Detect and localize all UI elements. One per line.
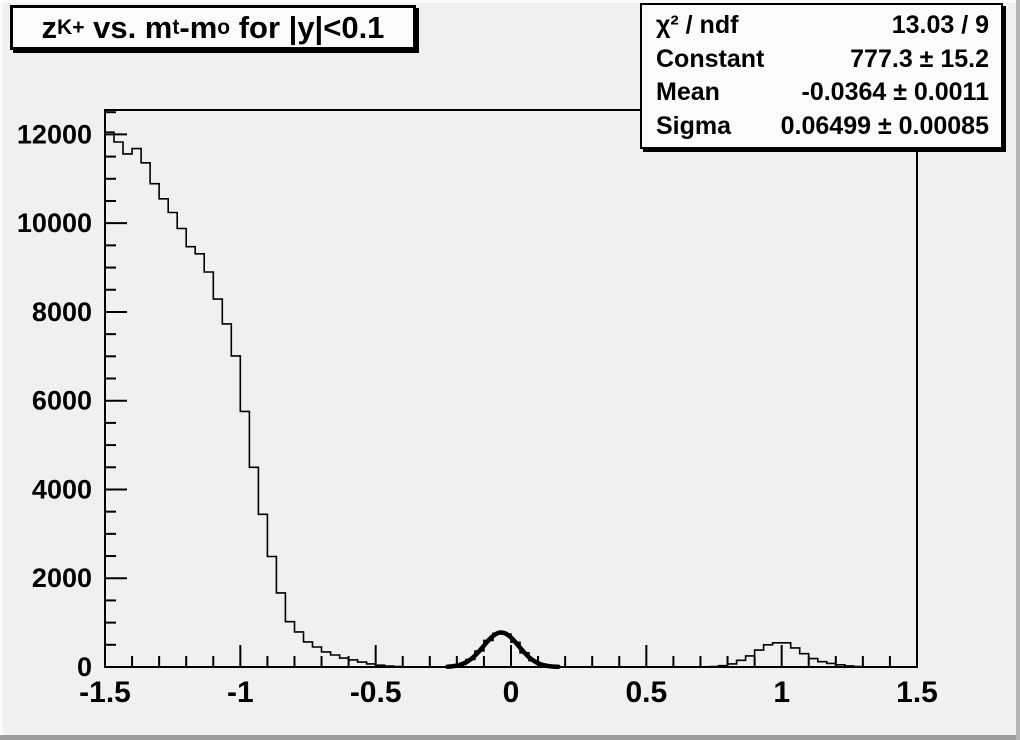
stats-row-value: 13.03 / 9 bbox=[891, 11, 989, 39]
stats-row-label: Sigma bbox=[656, 111, 732, 140]
stats-row: Sigma 0.06499 ± 0.00085 bbox=[642, 111, 1001, 141]
y-axis-tick-label: 8000 bbox=[32, 297, 92, 327]
title-text-part: for |y|<0.1 bbox=[230, 9, 385, 45]
x-axis-tick-label: -1.5 bbox=[79, 676, 131, 709]
fit-curve bbox=[445, 630, 561, 670]
axis-ticks bbox=[104, 111, 918, 668]
x-axis-tick-label: 1.5 bbox=[896, 676, 938, 709]
stats-row-value: -0.0364 ± 0.0011 bbox=[801, 78, 990, 106]
x-axis-tick-label: 0.5 bbox=[625, 676, 667, 709]
stats-row-value: 0.06499 ± 0.00085 bbox=[780, 111, 989, 140]
histogram-line bbox=[104, 131, 917, 668]
y-axis-tick-label: 0 bbox=[77, 652, 92, 682]
canvas-shadow-bottom bbox=[0, 735, 1020, 740]
canvas-highlight-top bbox=[0, 0, 1020, 3]
y-axis-tick-label: 6000 bbox=[32, 386, 92, 416]
plot-frame bbox=[104, 109, 918, 668]
stats-row: Mean -0.0364 ± 0.0011 bbox=[642, 78, 1001, 107]
axis-labels: 0 2000 4000 6000 8000 10000 12000 -1.5 -1 -0.5 0 0.… bbox=[17, 119, 938, 709]
canvas-highlight-left bbox=[0, 0, 3, 740]
stats-row: χ² / ndf 13.03 / 9 bbox=[642, 11, 1001, 40]
y-axis-tick-label: 12000 bbox=[17, 119, 92, 149]
x-axis-tick-label: 0 bbox=[503, 676, 520, 709]
stats-row-label: Mean bbox=[656, 78, 720, 106]
title-text-part: -m bbox=[179, 9, 218, 45]
title-text-part: vs. m bbox=[84, 9, 173, 45]
x-axis-tick-label: 1 bbox=[773, 676, 790, 709]
stats-box: χ² / ndf 13.03 / 9 Constant 777.3 ± 15.2 Mea… bbox=[640, 3, 1003, 149]
stats-row-label: χ² / ndf bbox=[656, 11, 739, 39]
y-axis-tick-label: 2000 bbox=[32, 563, 92, 593]
stats-row-value: 777.3 ± 15.2 bbox=[850, 44, 989, 73]
x-axis-tick-label: -1 bbox=[227, 676, 254, 709]
y-axis-tick-label: 4000 bbox=[32, 474, 92, 504]
x-axis-tick-label: -0.5 bbox=[350, 676, 402, 709]
title-text-part: z bbox=[41, 9, 58, 45]
y-axis-tick-label: 10000 bbox=[17, 208, 92, 238]
title-box: z K+ vs. m t -m o for |y|<0.1 bbox=[10, 5, 416, 50]
stats-row: Constant 777.3 ± 15.2 bbox=[642, 44, 1001, 74]
stats-row-label: Constant bbox=[656, 44, 765, 73]
canvas-shadow-right bbox=[1016, 0, 1020, 740]
